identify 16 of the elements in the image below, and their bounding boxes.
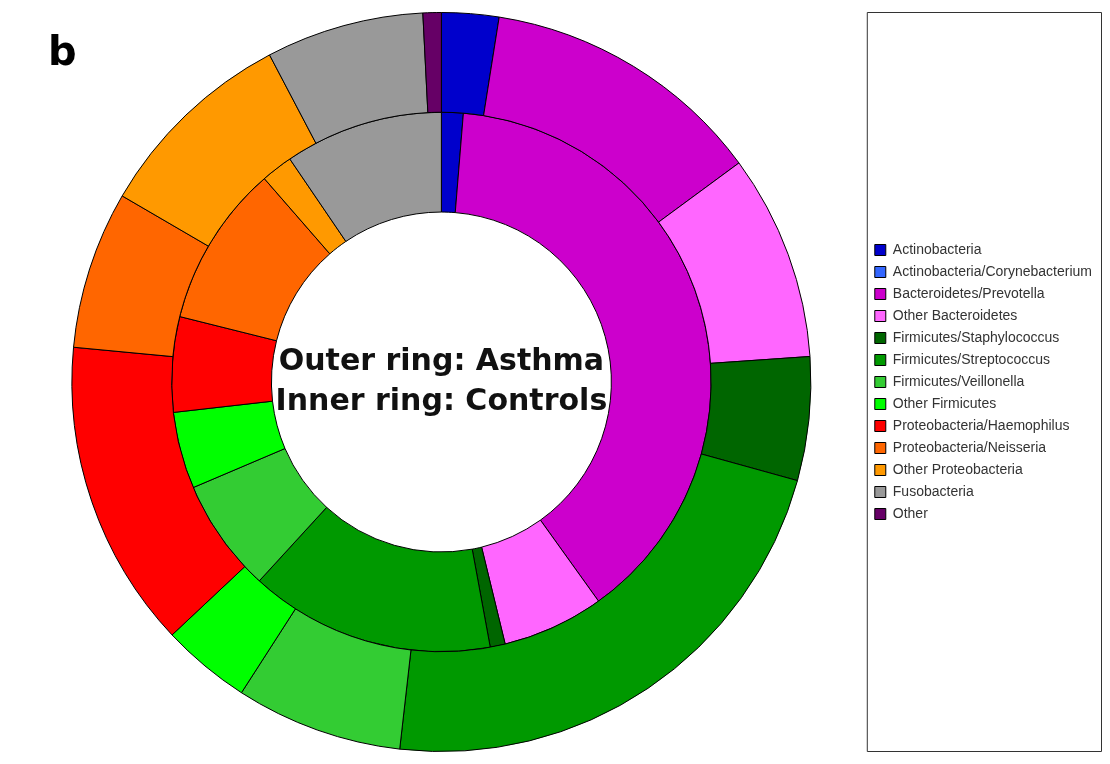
legend-label: Other Firmicutes [892,394,997,411]
legend-label: Actinobacteria [892,240,982,257]
legend-label: Other [892,504,929,521]
legend-label: Actinobacteria/Corynebacterium [892,262,1093,279]
legend-label: Proteobacteria/Neisseria [892,438,1047,455]
legend-label: Firmicutes/Staphylococcus [892,328,1060,345]
text: Inner ring: Controls [275,381,608,417]
legend-label: Other Bacteroidetes [892,306,1018,323]
legend-label: Fusobacteria [892,482,974,499]
chart-title: b [48,28,77,74]
legend-label: Bacteroidetes/Prevotella [892,284,1045,301]
legend-label: Proteobacteria/Haemophilus [892,416,1070,433]
legend-label: Other Proteobacteria [892,460,1023,477]
legend-label: Firmicutes/Streptococcus [892,350,1050,367]
text: Outer ring: Asthma [278,341,605,377]
legend-label: Firmicutes/Veillonella [892,372,1025,389]
